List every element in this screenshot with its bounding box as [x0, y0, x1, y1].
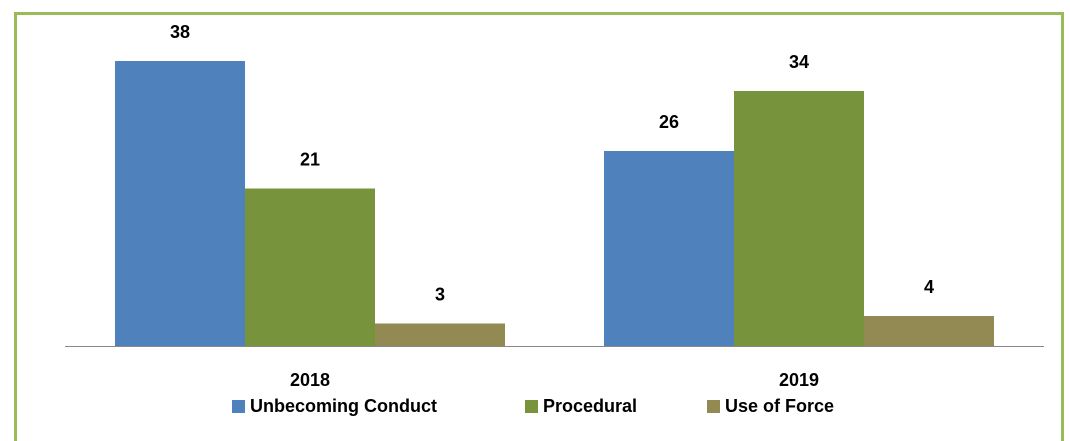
data-label: 26 — [659, 112, 679, 132]
legend-label: Use of Force — [725, 396, 834, 416]
data-label: 21 — [300, 149, 320, 169]
data-label: 38 — [170, 22, 190, 42]
x-tick-label: 2018 — [290, 370, 330, 390]
legend-swatch — [707, 400, 720, 413]
bar — [864, 316, 994, 346]
data-label: 4 — [924, 277, 934, 297]
legend-label: Procedural — [543, 396, 637, 416]
frame — [14, 12, 1064, 441]
x-tick-label: 2019 — [779, 370, 819, 390]
bar — [245, 188, 375, 346]
bar — [604, 151, 734, 346]
data-label: 3 — [435, 284, 445, 304]
legend-swatch — [232, 400, 245, 413]
legend-swatch — [525, 400, 538, 413]
bar — [115, 61, 245, 346]
data-label: 34 — [789, 52, 809, 72]
legend-label: Unbecoming Conduct — [250, 396, 437, 416]
bar — [734, 91, 864, 346]
bar — [375, 323, 505, 346]
